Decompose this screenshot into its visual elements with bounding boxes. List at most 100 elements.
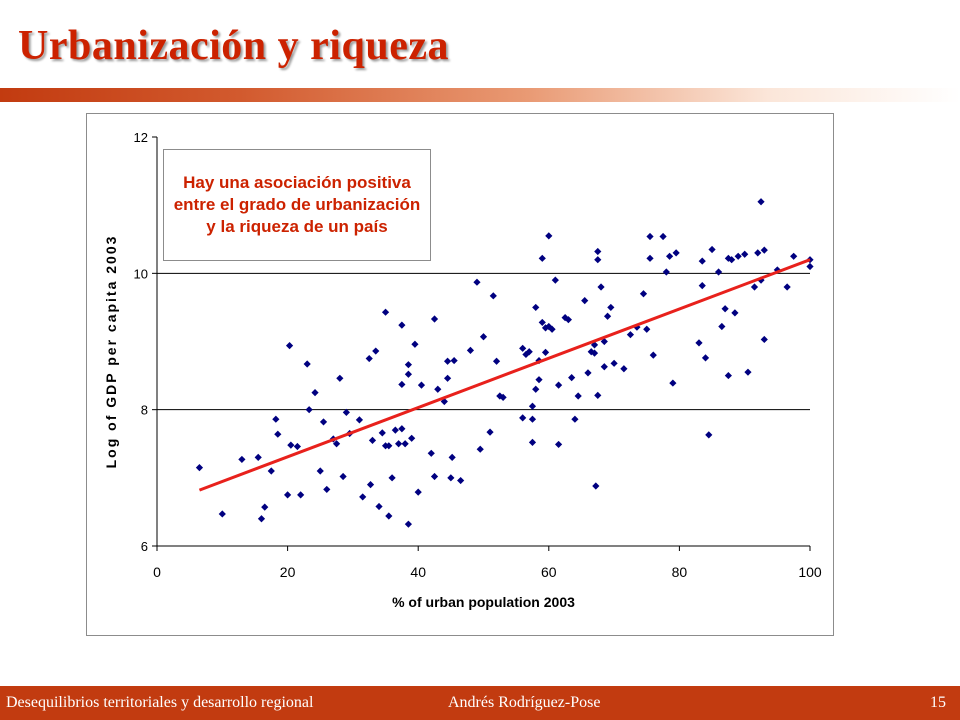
chart-axes <box>152 136 811 551</box>
data-point <box>434 385 442 393</box>
data-point <box>476 445 484 453</box>
data-point <box>274 430 282 438</box>
data-point <box>293 442 301 451</box>
x-tick-label: 40 <box>410 564 426 580</box>
data-point <box>285 341 294 350</box>
data-point <box>427 449 435 457</box>
data-point <box>479 333 488 341</box>
data-point <box>760 246 768 254</box>
data-point <box>430 472 439 481</box>
data-point <box>695 339 703 347</box>
data-point <box>620 365 628 373</box>
data-point <box>378 429 386 437</box>
data-point <box>417 381 426 389</box>
data-point <box>450 356 458 365</box>
data-point <box>257 515 266 523</box>
data-point <box>447 474 455 482</box>
data-point <box>391 426 399 434</box>
data-point <box>639 290 648 298</box>
footer-author: Andrés Rodríguez-Pose <box>448 694 601 711</box>
footer-bar: Desequilibrios territoriales y desarroll… <box>0 686 960 720</box>
data-point <box>581 297 589 305</box>
data-point <box>398 380 406 389</box>
data-point <box>408 434 416 442</box>
data-point <box>532 303 540 312</box>
y-tick-label: 12 <box>134 130 148 145</box>
data-point <box>528 438 537 446</box>
data-point <box>332 440 341 448</box>
data-point <box>584 369 592 377</box>
y-tick-label: 10 <box>134 266 148 281</box>
data-point <box>342 408 350 416</box>
data-point <box>355 416 364 424</box>
data-point <box>607 303 615 312</box>
data-point <box>600 337 608 346</box>
chart-points <box>195 198 814 528</box>
data-point <box>385 442 393 450</box>
data-point <box>603 312 612 320</box>
data-point <box>366 481 375 489</box>
data-point <box>218 510 226 518</box>
data-point <box>323 485 331 494</box>
data-point <box>532 385 540 393</box>
data-point <box>519 344 527 352</box>
data-point <box>600 363 608 371</box>
data-point <box>254 453 262 461</box>
data-point <box>669 379 677 387</box>
data-point <box>319 418 328 426</box>
data-point <box>404 370 413 378</box>
data-point <box>305 406 313 414</box>
data-point <box>238 455 246 464</box>
data-point <box>545 232 553 240</box>
data-point <box>443 357 452 365</box>
data-point <box>701 354 710 362</box>
data-point <box>724 371 732 380</box>
data-point <box>594 256 602 264</box>
trendline <box>198 258 811 492</box>
slide-title: Urbanización y riqueza <box>18 23 449 69</box>
data-point <box>744 368 752 376</box>
data-point <box>336 374 344 382</box>
data-point <box>590 341 599 349</box>
data-point <box>372 347 380 355</box>
data-point <box>551 276 559 284</box>
data-point <box>757 276 765 284</box>
data-point <box>708 245 716 254</box>
data-point <box>538 254 546 262</box>
data-point <box>414 488 422 496</box>
data-point <box>404 361 413 369</box>
data-point <box>411 340 419 348</box>
data-point <box>385 512 393 520</box>
data-point <box>626 331 635 339</box>
data-point <box>297 491 305 499</box>
y-tick-label: 6 <box>141 539 148 554</box>
data-point <box>541 324 550 332</box>
data-point <box>541 348 550 357</box>
data-point <box>714 268 723 276</box>
data-point <box>564 316 572 324</box>
data-point <box>195 464 204 472</box>
data-point <box>489 292 497 300</box>
data-point <box>528 415 537 423</box>
data-point <box>535 376 543 384</box>
data-point <box>287 441 295 449</box>
data-point <box>381 308 390 316</box>
data-point <box>267 467 275 475</box>
data-point <box>554 381 563 389</box>
footer-page-number: 15 <box>930 694 946 711</box>
data-point <box>790 252 798 260</box>
data-point <box>731 309 739 317</box>
data-point <box>548 325 556 333</box>
data-point <box>466 346 475 354</box>
data-point <box>721 305 729 313</box>
data-point <box>646 254 654 262</box>
data-point <box>359 493 367 501</box>
data-point <box>492 357 501 365</box>
data-point <box>754 249 762 257</box>
data-point <box>783 283 791 291</box>
data-point <box>728 256 736 264</box>
x-tick-label: 20 <box>280 564 296 580</box>
data-point <box>760 335 768 344</box>
data-point <box>672 249 680 257</box>
